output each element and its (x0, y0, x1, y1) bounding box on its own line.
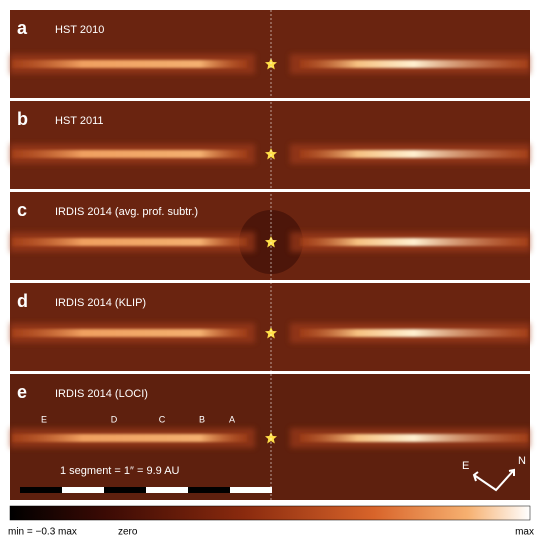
feature-label: D (111, 414, 118, 424)
feature-label: E (41, 414, 47, 424)
panel-e: e IRDIS 2014 (LOCI) E D C B A 1 segment … (10, 374, 530, 500)
panel-b: b HST 2011 (10, 101, 530, 189)
colorbar-max: max (515, 527, 534, 538)
colorbar (10, 506, 530, 520)
compass-east: E (462, 460, 469, 472)
panel-title: IRDIS 2014 (KLIP) (55, 297, 146, 309)
panel-title: HST 2010 (55, 24, 104, 36)
scale-text: 1 segment = 1″ = 9.9 AU (60, 465, 180, 477)
figure: a HST 2010 b HST 2011 c IRDIS 2014 (avg.… (0, 0, 538, 539)
panel-letter: a (17, 18, 28, 38)
panel-title: IRDIS 2014 (avg. prof. subtr.) (55, 206, 198, 218)
feature-label: A (229, 414, 235, 424)
compass-north: N (518, 455, 526, 467)
colorbar-zero: zero (118, 527, 138, 538)
panel-a: a HST 2010 (10, 10, 530, 98)
panel-title: HST 2011 (55, 115, 104, 127)
feature-label: C (159, 414, 166, 424)
panel-letter: e (17, 382, 27, 402)
panel-title: IRDIS 2014 (LOCI) (55, 388, 148, 400)
panel-letter: b (17, 109, 28, 129)
scale-bar (20, 487, 272, 493)
panel-c: c IRDIS 2014 (avg. prof. subtr.) (10, 192, 530, 280)
panel-letter: c (17, 200, 27, 220)
colorbar-min: min = −0.3 max (8, 527, 77, 538)
panel-letter: d (17, 291, 28, 311)
feature-label: B (199, 414, 205, 424)
panel-d: d IRDIS 2014 (KLIP) (10, 283, 530, 371)
